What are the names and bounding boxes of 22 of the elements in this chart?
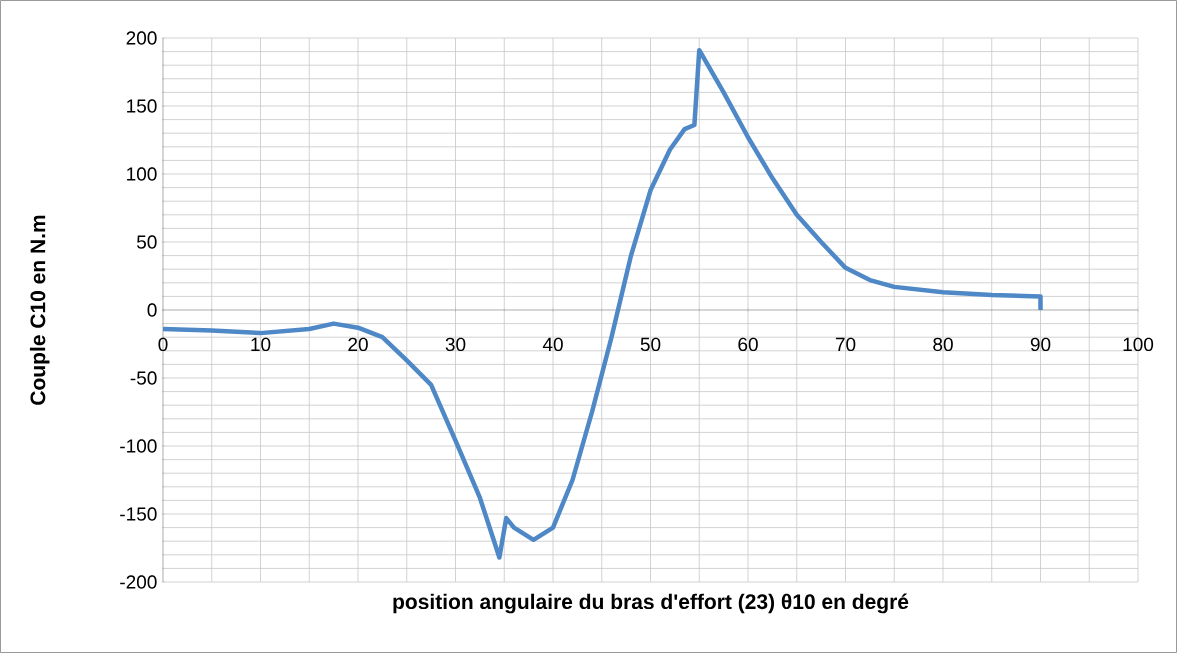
x-tick-label: 20 xyxy=(348,337,368,352)
y-tick-label: -150 xyxy=(120,507,157,521)
x-axis-title: position angulaire du bras d'effort (23) θ10 en degré xyxy=(393,593,909,614)
x-tick-label: 50 xyxy=(640,337,661,352)
y-tick-label: 0 xyxy=(147,303,157,317)
y-axis-title: Couple C10 en N.m xyxy=(29,215,50,405)
y-tick-label: 150 xyxy=(127,99,157,113)
y-tick-label: -50 xyxy=(130,371,157,385)
x-tick-label: 60 xyxy=(738,337,758,352)
y-tick-label: -100 xyxy=(120,439,157,453)
y-tick-label: 200 xyxy=(126,31,157,45)
x-tick-label: 100 xyxy=(1123,337,1154,352)
x-tick-label: 10 xyxy=(251,337,271,352)
x-tick-label: 0 xyxy=(158,337,168,352)
x-tick-label: 30 xyxy=(445,337,466,352)
x-tick-label: 80 xyxy=(933,337,953,352)
y-tick-label: -200 xyxy=(120,575,157,589)
x-tick-label: 40 xyxy=(542,337,563,352)
x-tick-label: 70 xyxy=(835,337,856,352)
y-tick-label: 100 xyxy=(127,167,157,181)
x-tick-label: 90 xyxy=(1030,337,1051,352)
y-tick-label: 50 xyxy=(136,235,157,249)
